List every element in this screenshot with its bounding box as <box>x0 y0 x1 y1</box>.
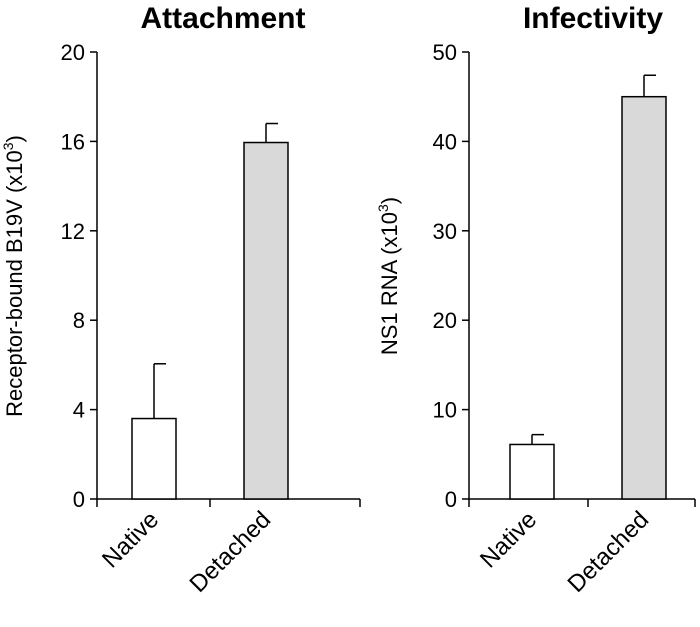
infectivity-y-tick-label: 10 <box>433 398 457 423</box>
infectivity-category-label-native: Native <box>475 506 542 573</box>
infectivity-bar-detached <box>621 95 667 500</box>
infectivity-chart: Infectivity NS1 RNA (x103) 0 10 20 30 40 50 N… <box>375 2 696 598</box>
attachment-y-tick-label: 16 <box>61 129 85 154</box>
infectivity-axes: 0 10 20 30 40 50 <box>433 40 696 512</box>
infectivity-category-label-detached: Detached <box>562 506 654 598</box>
attachment-y-axis-label: Receptor-bound B19V (x103) <box>0 135 27 417</box>
infectivity-bars: Native Detached <box>475 74 667 598</box>
infectivity-y-tick-label: 40 <box>433 129 457 154</box>
infectivity-y-tick-label: 20 <box>433 308 457 333</box>
attachment-y-tick-label: 8 <box>73 308 85 333</box>
infectivity-title: Infectivity <box>523 2 663 35</box>
attachment-category-label-detached: Detached <box>184 506 276 598</box>
attachment-title: Attachment <box>140 2 305 35</box>
infectivity-bar-native <box>509 443 555 500</box>
attachment-y-tick-label: 12 <box>61 219 85 244</box>
attachment-y-tick-label: 4 <box>73 398 85 423</box>
attachment-bars: Native Detached <box>97 122 289 598</box>
attachment-bar-detached <box>243 141 289 500</box>
attachment-y-tick-label: 20 <box>61 40 85 65</box>
infectivity-y-axis-label: NS1 RNA (x103) <box>375 197 402 355</box>
attachment-bar-native <box>131 417 177 500</box>
infectivity-y-tick-label: 0 <box>445 487 457 512</box>
attachment-y-tick-label: 0 <box>73 487 85 512</box>
attachment-chart: Attachment Receptor-bound B19V (x103) 0 4… <box>0 2 361 598</box>
infectivity-y-tick-label: 30 <box>433 219 457 244</box>
attachment-category-label-native: Native <box>97 506 164 573</box>
infectivity-y-tick-label: 50 <box>433 40 457 65</box>
attachment-axes: 0 4 8 12 16 20 <box>61 40 361 512</box>
